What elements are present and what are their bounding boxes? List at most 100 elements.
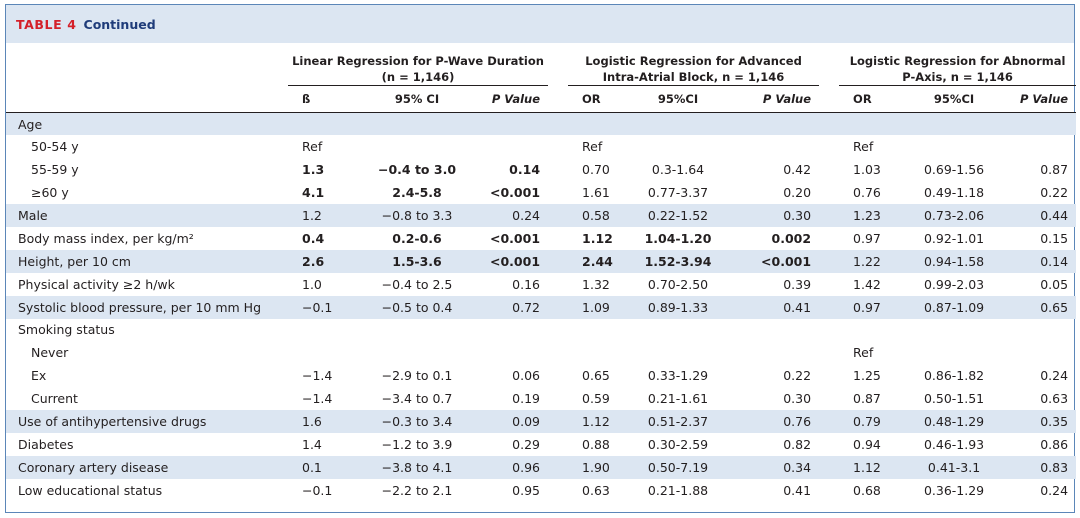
row-label: Male [18,208,48,223]
table-cell [736,135,819,158]
col-header-ci: 95%CI [620,85,737,113]
table-cell: −3.8 to 4.1 [381,459,453,475]
col-header-pvalue: P Value [736,85,820,113]
table-cell: 0.79 [853,414,881,430]
table-cell: 0.50-1.51 [923,391,985,407]
group-header-iab: Logistic Regression for Advanced Intra-A… [568,43,820,86]
table-cell: 2.4-5.8 [392,185,442,201]
table-cell: 0.86 [1040,436,1069,452]
table-cell: 0.87 [853,391,881,407]
table-cell: 0.70 [582,162,610,178]
table-cell: <0.001 [490,185,541,201]
table-cell [736,319,819,342]
table-cell: 1.90 [582,459,610,475]
row-label: Systolic blood pressure, per 10 mm Hg [18,299,262,315]
table-cell: 0.96 [512,459,541,475]
table-cell: 0.22 [1040,185,1069,201]
table-cell: 0.68 [853,482,881,498]
table-cell [568,319,620,342]
row-label: Never [31,345,69,361]
row-label: Height, per 10 cm [18,253,131,269]
table-number: TABLE 4 [16,16,77,32]
table-cell: 0.22-1.52 [647,208,709,223]
table-cell: <0.001 [490,230,541,246]
table-cell: 1.23 [853,208,881,223]
table-cell: 0.88 [582,436,610,452]
table-cell: 0.87 [1040,162,1069,178]
table-cell: 0.44 [1040,208,1069,223]
table-cell: 0.14 [1040,253,1069,269]
table-cell: 0.41-3.1 [927,459,981,475]
table-cell [736,113,819,136]
group-header-row: Linear Regression for P-Wave Duration (n… [6,43,1077,86]
table-cell: −0.3 to 3.4 [381,414,453,430]
col-header-or: OR [568,85,621,113]
table-cell: 0.59 [582,391,610,407]
table-cell: 0.15 [1040,230,1069,246]
table-cell: Ref [582,139,603,155]
table-cell: 0.65 [1040,299,1069,315]
table-cell: 0.14 [509,162,541,178]
row-label: 55-59 y [31,162,79,178]
table-cell: 0.89-1.33 [647,299,709,315]
table-cell: Ref [853,139,874,155]
table-cell [1011,135,1076,158]
table-cell [897,341,1011,364]
table-row: Low educational status −0.1 −2.2 to 2.1 0.9… [6,479,1076,502]
table-cell: 1.4 [302,436,322,452]
table-cell: −1.2 to 3.9 [381,436,453,452]
table-cell: 0.002 [771,230,812,246]
table-cell [288,341,350,364]
table-cell: 1.12 [582,414,610,430]
row-label: Smoking status [18,322,115,338]
col-header-or: OR [839,85,898,113]
table-cell [1011,113,1076,136]
table-cell [839,113,897,136]
table-cell: 0.83 [1040,459,1069,475]
row-label: Use of antihypertensive drugs [18,414,207,430]
group-header-pwave: Linear Regression for P-Wave Duration (n… [288,43,549,86]
table-cell: 1.3 [302,162,325,178]
table-cell: 0.65 [582,368,610,384]
table-row: Never Ref [6,341,1076,364]
table-cell: 1.61 [582,185,610,201]
table-row: Use of antihypertensive drugs 1.6 −0.3 to … [6,410,1077,433]
table-cell [1011,319,1076,342]
table-cell [620,135,736,158]
table-cell: 0.95 [512,482,541,498]
table-cell: 1.22 [853,253,881,269]
table-row: ≥60 y 4.1 2.4-5.8 <0.001 1.61 0.77-3.37 0.20 0.… [6,181,1076,204]
col-header-pvalue: P Value [484,85,549,113]
table-cell: 0.29 [512,436,541,452]
row-label: Ex [31,368,47,384]
table-cell: −0.4 to 3.0 [377,162,457,178]
column-header-row: ß 95% CI P Value OR 95%CI P Value OR 95%… [6,85,1077,113]
table-cell: 0.33-1.29 [647,368,709,384]
row-label: Current [31,391,78,407]
table-cell: 0.22 [783,368,812,384]
table-row: Height, per 10 cm 2.6 1.5-3.6 <0.001 2.44 1.5… [6,249,1077,273]
table-cell: −0.1 [302,299,333,315]
table-cell: 0.1 [302,459,322,475]
col-header-pvalue: P Value [1011,85,1077,113]
table-cell: 0.58 [582,208,610,223]
table-cell: 1.25 [853,368,881,384]
table-cell: Ref [853,345,874,361]
table-cell: −0.1 [302,482,333,498]
table-row: Age [6,112,1077,136]
table-cell [897,135,1011,158]
table-cell: 0.19 [512,391,541,407]
table-cell: 2.6 [302,253,325,269]
table-cell: 0.69-1.56 [923,162,985,178]
table-cell: 0.42 [783,162,812,178]
table-row: 50-54 y Ref Ref Ref [6,135,1076,158]
row-label: Age [18,116,43,132]
table-cell: 0.49-1.18 [923,185,985,201]
table-cell: 0.06 [512,368,541,384]
table-cell: 0.77-3.37 [647,185,709,201]
table-cell: 1.6 [302,414,322,430]
table-cell: 0.09 [512,414,541,430]
table-cell: 0.21-1.61 [647,391,709,407]
table-cell: 1.04-1.20 [644,230,712,246]
table-cell [839,319,897,342]
